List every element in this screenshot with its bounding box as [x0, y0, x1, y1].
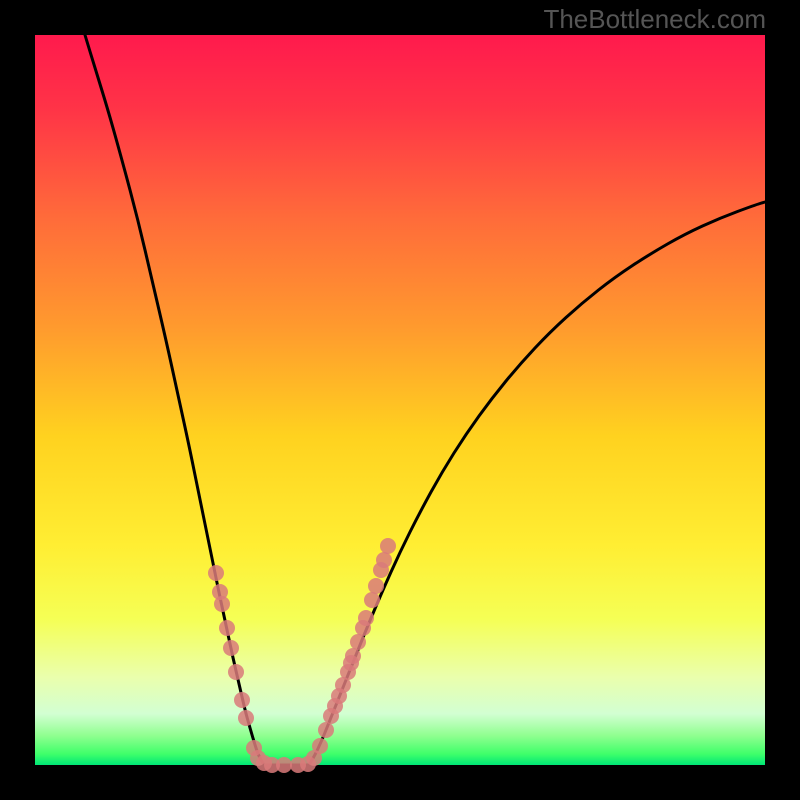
v-curve: [85, 35, 765, 765]
scatter-point: [364, 592, 380, 608]
scatter-point: [318, 722, 334, 738]
scatter-point: [376, 552, 392, 568]
scatter-point: [350, 634, 366, 650]
scatter-points: [208, 538, 396, 773]
scatter-point: [223, 640, 239, 656]
chart-svg: [0, 0, 800, 800]
scatter-point: [208, 565, 224, 581]
scatter-point: [345, 648, 361, 664]
scatter-point: [368, 578, 384, 594]
scatter-point: [214, 596, 230, 612]
scatter-point: [276, 757, 292, 773]
scatter-point: [380, 538, 396, 554]
scatter-point: [228, 664, 244, 680]
scatter-point: [312, 738, 328, 754]
scatter-point: [238, 710, 254, 726]
bottleneck-curve-path: [85, 35, 765, 765]
scatter-point: [219, 620, 235, 636]
scatter-point: [234, 692, 250, 708]
scatter-point: [358, 610, 374, 626]
chart-stage: TheBottleneck.com: [0, 0, 800, 800]
